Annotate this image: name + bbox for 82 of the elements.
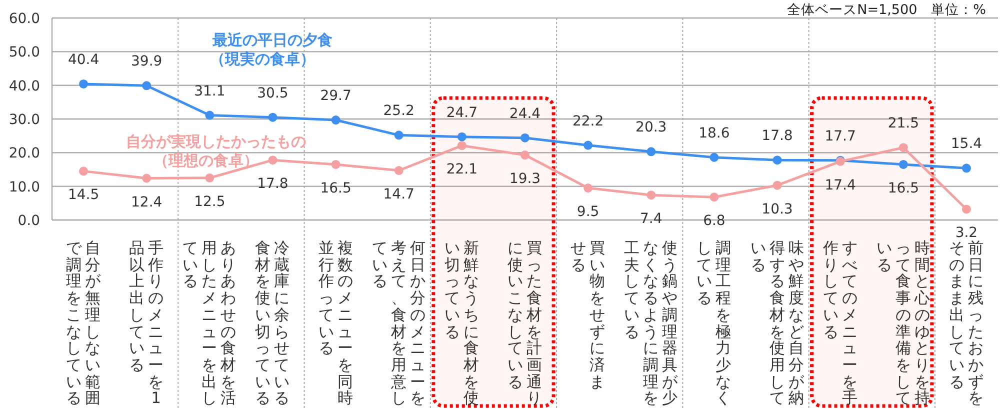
y-tick-label: 10.0	[8, 179, 40, 196]
point	[205, 173, 214, 182]
point	[142, 174, 152, 183]
data-label: 7.4	[640, 211, 662, 228]
data-label: 25.2	[383, 103, 414, 120]
point	[710, 192, 719, 202]
data-label: 22.2	[572, 113, 604, 130]
data-label: 39.9	[131, 54, 162, 70]
data-label: 19.3	[509, 171, 541, 188]
point	[331, 160, 340, 169]
data-label: 31.1	[194, 83, 226, 100]
x-tick-label: すべてのメニューを手作りしている	[822, 240, 859, 408]
x-tick-label: 手作りのメニューを1品以上出している	[128, 240, 166, 408]
x-tick-label: 前日に残ったおかずをそのまま出している	[948, 240, 985, 408]
point	[772, 180, 782, 190]
point	[898, 160, 908, 169]
point	[520, 150, 530, 160]
data-label: 6.8	[703, 213, 726, 230]
point	[584, 184, 593, 193]
data-label: 40.4	[68, 52, 100, 68]
data-label: 12.5	[194, 194, 226, 210]
y-tick-label: 40.0	[8, 78, 40, 94]
point	[962, 164, 971, 173]
x-tick-label: 買い物をせずに済ませる	[570, 240, 607, 393]
data-label: 22.1	[446, 162, 478, 178]
point	[394, 130, 404, 140]
point	[584, 140, 593, 150]
data-label: 17.4	[824, 177, 856, 194]
y-tick-label: 30.0	[8, 112, 40, 128]
point	[646, 147, 656, 156]
text: 最近の平日の夕食（現実の食卓）	[210, 30, 333, 68]
x-tick-label: 調理工程を極力少なくしている	[696, 240, 733, 408]
data-label: 16.5	[320, 180, 352, 196]
point	[79, 79, 88, 88]
data-label: 21.5	[888, 116, 919, 132]
point	[962, 204, 971, 214]
x-tick-label: 味や鮮度など自分が納得する食材を使用している	[749, 240, 806, 408]
y-tick-label: 20.0	[8, 146, 40, 162]
data-label: 15.4	[950, 136, 982, 152]
data-label: 12.4	[131, 194, 162, 210]
data-label: 29.7	[320, 88, 352, 104]
point	[710, 152, 719, 162]
annotation: 全体ベースN=1,500 単位：%	[787, 2, 986, 18]
x-tick-label: 何日か分のメニューを考えて、食材を用意している	[370, 240, 427, 408]
x-tick-label: ありあわせの食材を活用したメニューを出している	[182, 240, 238, 408]
data-label: 17.8	[257, 176, 288, 192]
point	[898, 143, 908, 152]
x-tick-label: 複数のメニューを同時並行作っている	[317, 240, 354, 408]
data-label: 17.8	[762, 128, 793, 144]
data-label: 18.6	[698, 125, 730, 142]
data-label: 14.7	[383, 186, 414, 203]
point	[457, 132, 466, 142]
data-label: 16.5	[888, 180, 919, 196]
data-label: 3.2	[955, 225, 978, 242]
y-tick-label: 60.0	[8, 11, 40, 27]
y-tick-label: 0.0	[18, 213, 40, 229]
point	[457, 141, 466, 150]
data-label: 24.7	[446, 104, 478, 121]
point	[79, 166, 88, 176]
y-tick-label: 50.0	[8, 44, 40, 61]
x-tick-label: 使う鍋や調理器具が少なくなるように調理を工夫している	[623, 240, 680, 408]
point	[142, 81, 152, 90]
data-label: 30.5	[257, 85, 288, 102]
point	[394, 166, 404, 176]
point	[268, 112, 278, 122]
data-label: 9.5	[576, 204, 600, 220]
x-tick-label: 買った食材を計画通りに使いこなしている	[506, 240, 544, 408]
point	[205, 110, 214, 120]
point	[268, 156, 278, 165]
point	[646, 190, 656, 200]
x-tick-label: 冷蔵庫に余らせている食材を使い切っている	[254, 240, 292, 408]
data-label: 24.4	[509, 106, 541, 122]
point	[520, 133, 530, 142]
data-label: 10.3	[762, 201, 793, 218]
point	[772, 156, 782, 165]
point	[331, 116, 340, 125]
x-tick-label: 新鮮なうちに食材を使い切っている	[443, 240, 480, 408]
x-tick-label: 時間と心のゆとりを持って食事の準備をしている	[875, 240, 932, 408]
data-label: 20.3	[636, 120, 667, 136]
data-label: 17.7	[824, 128, 856, 144]
x-tick-label: 自分が無理しない範囲で調理をこなしている	[65, 240, 102, 408]
data-label: 14.5	[68, 187, 100, 204]
